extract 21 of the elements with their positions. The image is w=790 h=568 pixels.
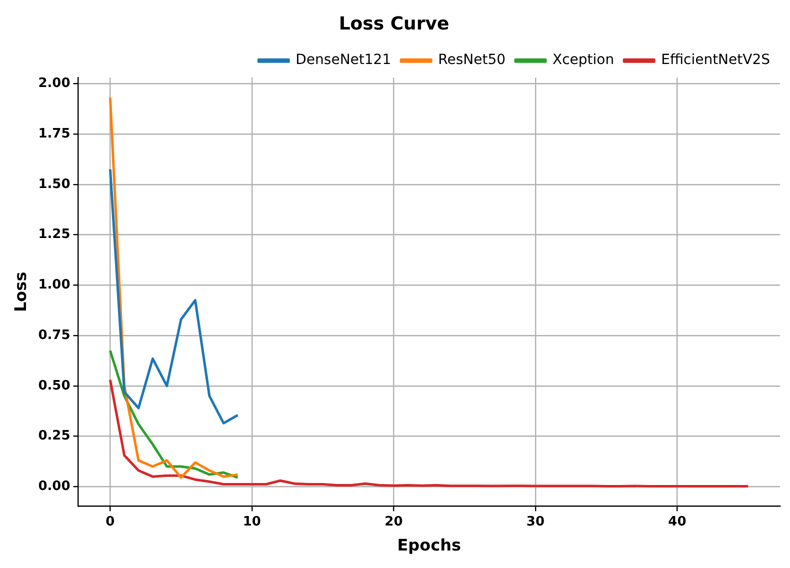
legend-label: EfficientNetV2S — [661, 52, 770, 68]
x-tick-label: 40 — [668, 514, 686, 530]
y-tick-label: 0.00 — [38, 479, 70, 494]
y-tick-label: 1.75 — [38, 126, 70, 142]
y-tick-label: 1.25 — [38, 227, 70, 242]
x-tick-label: 20 — [384, 514, 403, 530]
legend-label: Xception — [552, 52, 614, 68]
y-tick-label: 1.00 — [38, 278, 70, 293]
y-tick-label: 2.00 — [38, 76, 70, 92]
y-tick-label: 1.50 — [38, 176, 70, 192]
y-tick-label: 0.25 — [38, 428, 70, 444]
legend-label: DenseNet121 — [296, 52, 392, 68]
legend-label: ResNet50 — [438, 52, 506, 68]
x-tick-label: 10 — [242, 514, 261, 530]
x-tick-label: 0 — [106, 514, 115, 530]
x-axis-title: Epochs — [397, 536, 462, 555]
y-axis-title: Loss — [10, 272, 30, 312]
x-tick-label: 30 — [526, 514, 545, 530]
chart-title: Loss Curve — [338, 13, 450, 34]
y-tick-label: 0.75 — [38, 328, 70, 343]
y-tick-label: 0.50 — [38, 378, 70, 394]
